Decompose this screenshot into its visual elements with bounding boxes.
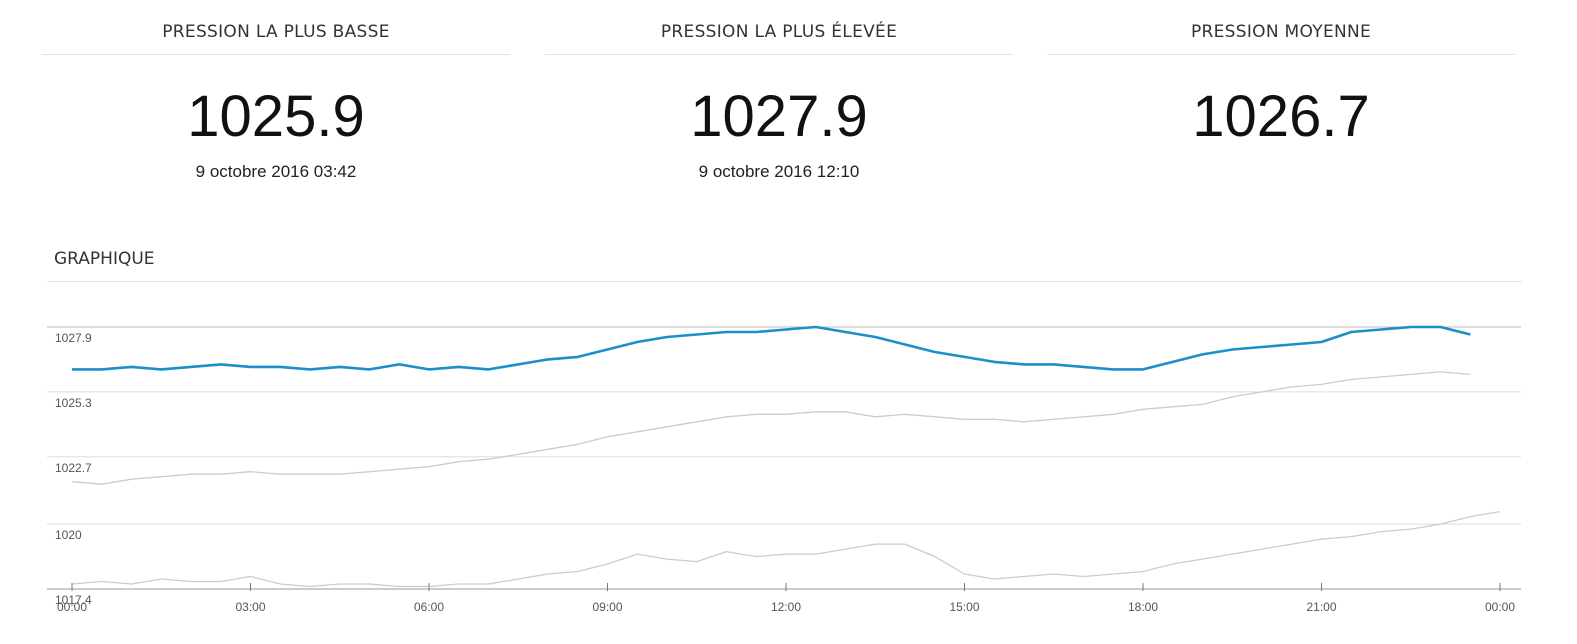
stat-date: 9 octobre 2016 03:42 bbox=[195, 162, 357, 181]
graph-title-divider bbox=[47, 281, 1522, 282]
series-line-current bbox=[72, 325, 1471, 371]
stat-value: 1025.9 bbox=[187, 84, 365, 149]
stat-value: 1026.7 bbox=[1192, 84, 1370, 149]
x-tick-label: 00:00 bbox=[1485, 600, 1515, 614]
x-tick-label: 15:00 bbox=[949, 600, 979, 614]
stat-date: 9 octobre 2016 12:10 bbox=[698, 162, 860, 181]
stat-lowest-pressure: PRESSION LA PLUS BASSE 1025.9 9 octobre … bbox=[42, 0, 510, 181]
series-line-comparison bbox=[71, 510, 1501, 588]
x-tick-label: 09:00 bbox=[592, 600, 622, 614]
x-tick-label: 12:00 bbox=[771, 600, 801, 614]
x-tick-label: 18:00 bbox=[1128, 600, 1158, 614]
stat-value: 1027.9 bbox=[690, 84, 868, 149]
x-tick-label: 00:00 bbox=[57, 600, 87, 614]
y-tick-label: 1020 bbox=[55, 528, 82, 542]
stat-highest-pressure: PRESSION LA PLUS ÉLEVÉE 1027.9 9 octobre… bbox=[545, 0, 1013, 181]
stat-title: PRESSION LA PLUS ÉLEVÉE bbox=[545, 0, 1013, 55]
y-tick-label: 1022.7 bbox=[55, 461, 92, 475]
x-tick-label: 06:00 bbox=[414, 600, 444, 614]
y-tick-label: 1027.9 bbox=[55, 331, 92, 345]
y-tick-label: 1017.4 bbox=[55, 593, 92, 607]
stat-title: PRESSION MOYENNE bbox=[1047, 0, 1515, 55]
x-tick-label: 21:00 bbox=[1306, 600, 1336, 614]
series-line-comparison bbox=[71, 371, 1471, 485]
y-tick-label: 1025.3 bbox=[55, 396, 92, 410]
graph-title: GRAPHIQUE bbox=[54, 249, 155, 269]
stat-title: PRESSION LA PLUS BASSE bbox=[42, 0, 510, 55]
stat-average-pressure: PRESSION MOYENNE 1026.7 bbox=[1047, 0, 1515, 149]
x-tick-label: 03:00 bbox=[235, 600, 265, 614]
